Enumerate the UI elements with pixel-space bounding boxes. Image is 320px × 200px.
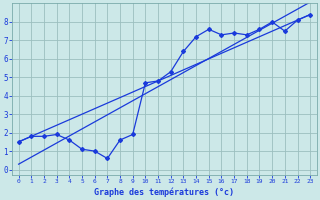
- X-axis label: Graphe des températures (°c): Graphe des températures (°c): [94, 187, 234, 197]
